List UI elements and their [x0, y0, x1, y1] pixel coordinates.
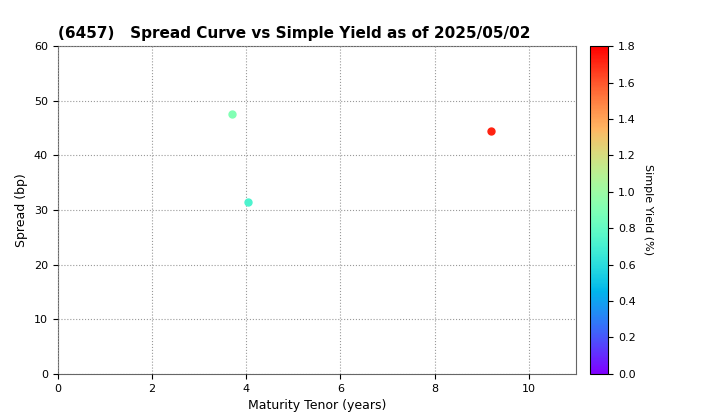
Text: (6457)   Spread Curve vs Simple Yield as of 2025/05/02: (6457) Spread Curve vs Simple Yield as o… [58, 26, 530, 41]
Point [243, 198, 254, 205]
Y-axis label: Simple Yield (%): Simple Yield (%) [642, 165, 652, 255]
Point [226, 111, 238, 118]
X-axis label: Maturity Tenor (years): Maturity Tenor (years) [248, 399, 386, 412]
Point [485, 127, 497, 134]
Y-axis label: Spread (bp): Spread (bp) [15, 173, 28, 247]
